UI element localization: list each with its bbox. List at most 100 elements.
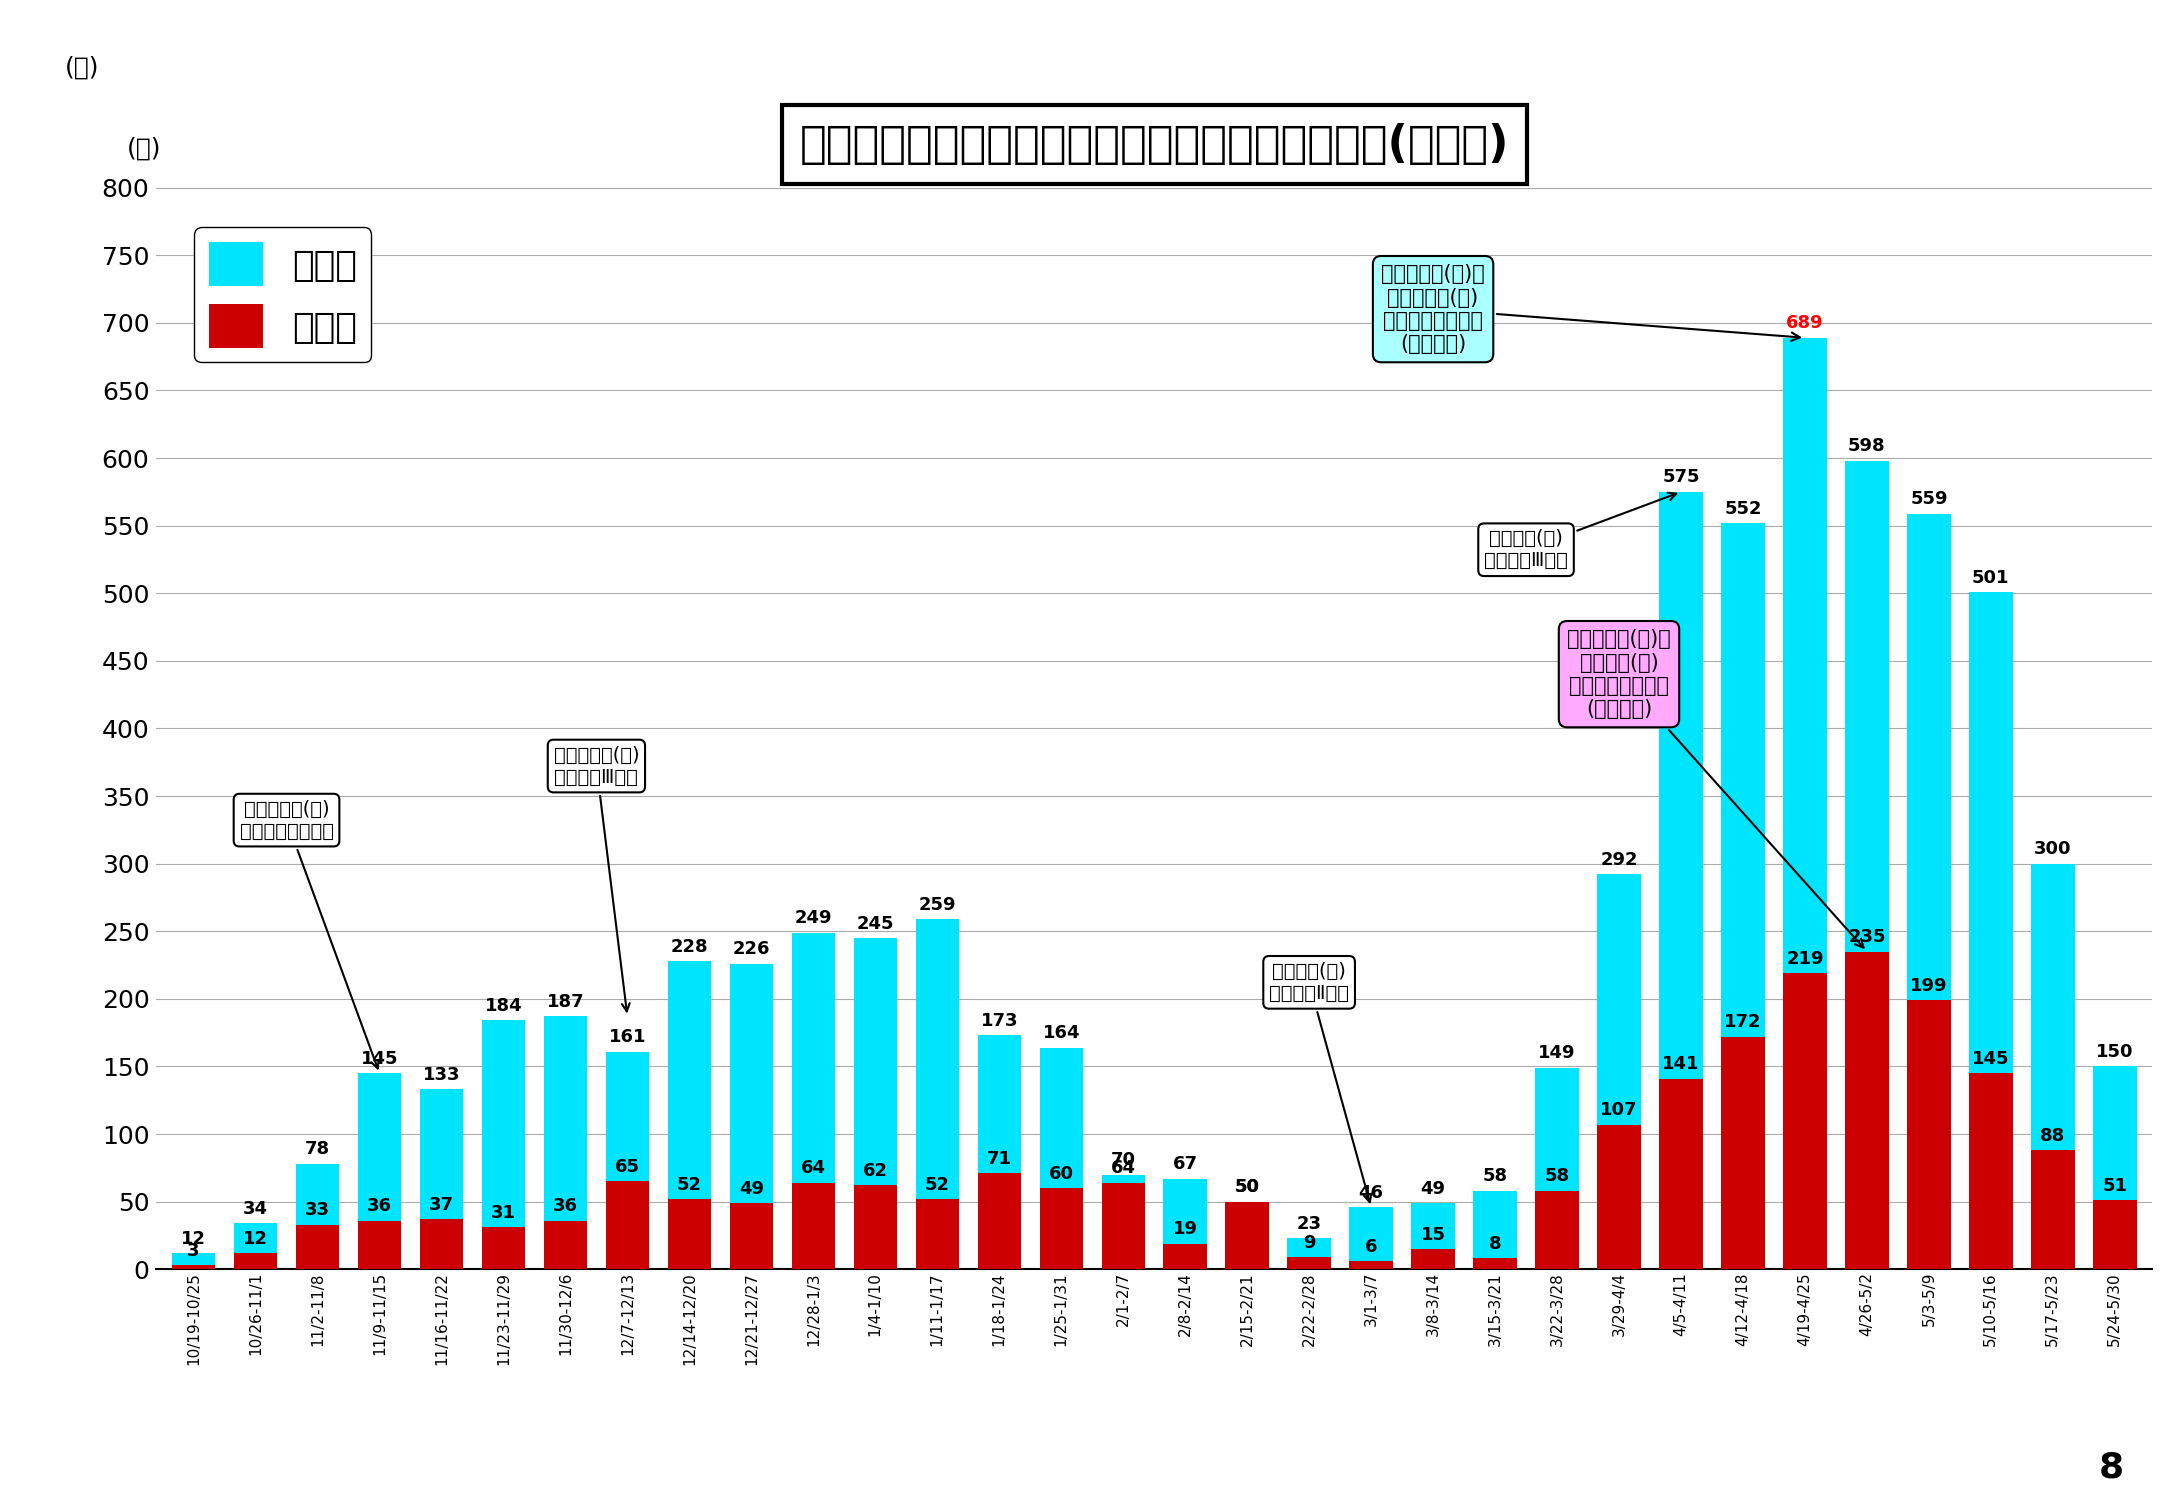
Text: 598: 598 bbox=[1848, 438, 1885, 456]
Bar bbox=[1350, 1262, 1393, 1269]
Text: (人): (人) bbox=[65, 56, 100, 80]
Bar bbox=[1721, 1036, 1764, 1269]
Text: 689: 689 bbox=[1786, 315, 1825, 333]
Text: 37: 37 bbox=[429, 1196, 453, 1214]
Text: 88: 88 bbox=[2039, 1126, 2065, 1144]
Text: 149: 149 bbox=[1539, 1044, 1575, 1062]
Text: 52: 52 bbox=[925, 1176, 949, 1194]
Bar bbox=[297, 1164, 340, 1269]
Bar bbox=[607, 1052, 650, 1269]
Bar bbox=[1721, 524, 1764, 1269]
Text: 78: 78 bbox=[306, 1140, 329, 1158]
Bar bbox=[297, 1224, 340, 1269]
Bar bbox=[1907, 1000, 1950, 1269]
Text: 52: 52 bbox=[676, 1176, 702, 1194]
Text: 58: 58 bbox=[1545, 1167, 1569, 1185]
Text: 161: 161 bbox=[609, 1028, 646, 1045]
Bar bbox=[234, 1252, 277, 1269]
Text: 50: 50 bbox=[1235, 1178, 1259, 1196]
Text: 3: 3 bbox=[186, 1242, 199, 1260]
Text: 31: 31 bbox=[492, 1204, 516, 1222]
Text: 奈良県及び奈良市における新規陽性者数等の推移(週単位): 奈良県及び奈良市における新規陽性者数等の推移(週単位) bbox=[800, 123, 1508, 166]
Bar bbox=[730, 1203, 774, 1269]
Bar bbox=[481, 1227, 524, 1269]
Bar bbox=[481, 1020, 524, 1269]
Text: 8: 8 bbox=[1489, 1234, 1502, 1252]
Bar bbox=[2093, 1200, 2137, 1269]
Text: 150: 150 bbox=[2095, 1042, 2134, 1060]
Bar bbox=[1350, 1208, 1393, 1269]
Text: 249: 249 bbox=[795, 909, 832, 927]
Bar bbox=[1287, 1257, 1331, 1269]
Bar bbox=[1287, 1238, 1331, 1269]
Bar bbox=[420, 1220, 464, 1269]
Bar bbox=[2030, 864, 2074, 1269]
Text: 23: 23 bbox=[1296, 1215, 1322, 1233]
Bar bbox=[977, 1173, 1021, 1269]
Text: ４月２６日(月)～
５月２日(日)
奈良市：２３５人
(過去最多): ４月２６日(月)～ ５月２日(日) 奈良市：２３５人 (過去最多) bbox=[1567, 630, 1864, 948]
Bar bbox=[2030, 1150, 2074, 1269]
Bar bbox=[667, 962, 711, 1269]
Text: 62: 62 bbox=[862, 1162, 888, 1180]
Bar bbox=[730, 963, 774, 1269]
Text: 51: 51 bbox=[2102, 1178, 2128, 1196]
Text: 65: 65 bbox=[615, 1158, 639, 1176]
Bar bbox=[607, 1182, 650, 1269]
Bar bbox=[234, 1224, 277, 1269]
Text: 559: 559 bbox=[1909, 490, 1948, 508]
Text: 145: 145 bbox=[360, 1050, 399, 1068]
Bar bbox=[1536, 1191, 1580, 1269]
Text: 552: 552 bbox=[1725, 500, 1762, 517]
Text: 34: 34 bbox=[243, 1200, 269, 1218]
Bar bbox=[917, 920, 960, 1269]
Bar bbox=[358, 1072, 401, 1269]
Bar bbox=[171, 1264, 215, 1269]
Text: 184: 184 bbox=[485, 998, 522, 1016]
Text: ４月２日(金)
ステージⅢ移行: ４月２日(金) ステージⅢ移行 bbox=[1484, 492, 1677, 570]
Text: 164: 164 bbox=[1042, 1024, 1079, 1042]
Text: １１月９日(月)
ステージ基準設定: １１月９日(月) ステージ基準設定 bbox=[241, 800, 379, 1068]
Bar bbox=[1474, 1191, 1517, 1269]
Text: 226: 226 bbox=[732, 940, 769, 958]
Text: 49: 49 bbox=[1422, 1179, 1445, 1197]
Text: 64: 64 bbox=[1112, 1160, 1136, 1178]
Bar bbox=[1227, 1202, 1270, 1269]
Bar bbox=[544, 1017, 587, 1269]
Bar bbox=[667, 1198, 711, 1269]
Text: 219: 219 bbox=[1786, 950, 1825, 968]
Text: 12: 12 bbox=[243, 1230, 269, 1248]
Text: 64: 64 bbox=[802, 1160, 826, 1178]
Bar bbox=[1846, 951, 1890, 1269]
Bar bbox=[1474, 1258, 1517, 1269]
Text: 172: 172 bbox=[1725, 1014, 1762, 1032]
Text: 187: 187 bbox=[546, 993, 585, 1011]
Legend: 奈良県, 奈良市: 奈良県, 奈良市 bbox=[195, 228, 371, 363]
Bar bbox=[854, 938, 897, 1269]
Bar bbox=[1846, 460, 1890, 1269]
Text: ３月２日(火)
ステージⅡ移行: ３月２日(火) ステージⅡ移行 bbox=[1270, 962, 1372, 1202]
Bar bbox=[1411, 1250, 1454, 1269]
Bar bbox=[977, 1035, 1021, 1269]
Text: 300: 300 bbox=[2035, 840, 2072, 858]
Text: 8: 8 bbox=[2098, 1450, 2124, 1485]
Text: 67: 67 bbox=[1172, 1155, 1198, 1173]
Text: 133: 133 bbox=[423, 1066, 459, 1084]
Text: 199: 199 bbox=[1909, 976, 1948, 994]
Text: 228: 228 bbox=[670, 938, 709, 956]
Text: 107: 107 bbox=[1599, 1101, 1638, 1119]
Bar bbox=[1970, 1072, 2013, 1269]
Bar bbox=[420, 1089, 464, 1269]
Text: 70: 70 bbox=[1112, 1150, 1136, 1168]
Text: 245: 245 bbox=[856, 915, 895, 933]
Bar bbox=[854, 1185, 897, 1269]
Text: 71: 71 bbox=[986, 1150, 1012, 1168]
Text: 36: 36 bbox=[553, 1197, 579, 1215]
Bar bbox=[1597, 874, 1640, 1269]
Bar bbox=[171, 1252, 215, 1269]
Bar bbox=[1101, 1174, 1144, 1269]
Bar bbox=[1164, 1244, 1207, 1269]
Bar bbox=[1783, 338, 1827, 1269]
Text: 6: 6 bbox=[1365, 1238, 1378, 1256]
Text: 173: 173 bbox=[979, 1013, 1018, 1031]
Bar bbox=[2093, 1066, 2137, 1269]
